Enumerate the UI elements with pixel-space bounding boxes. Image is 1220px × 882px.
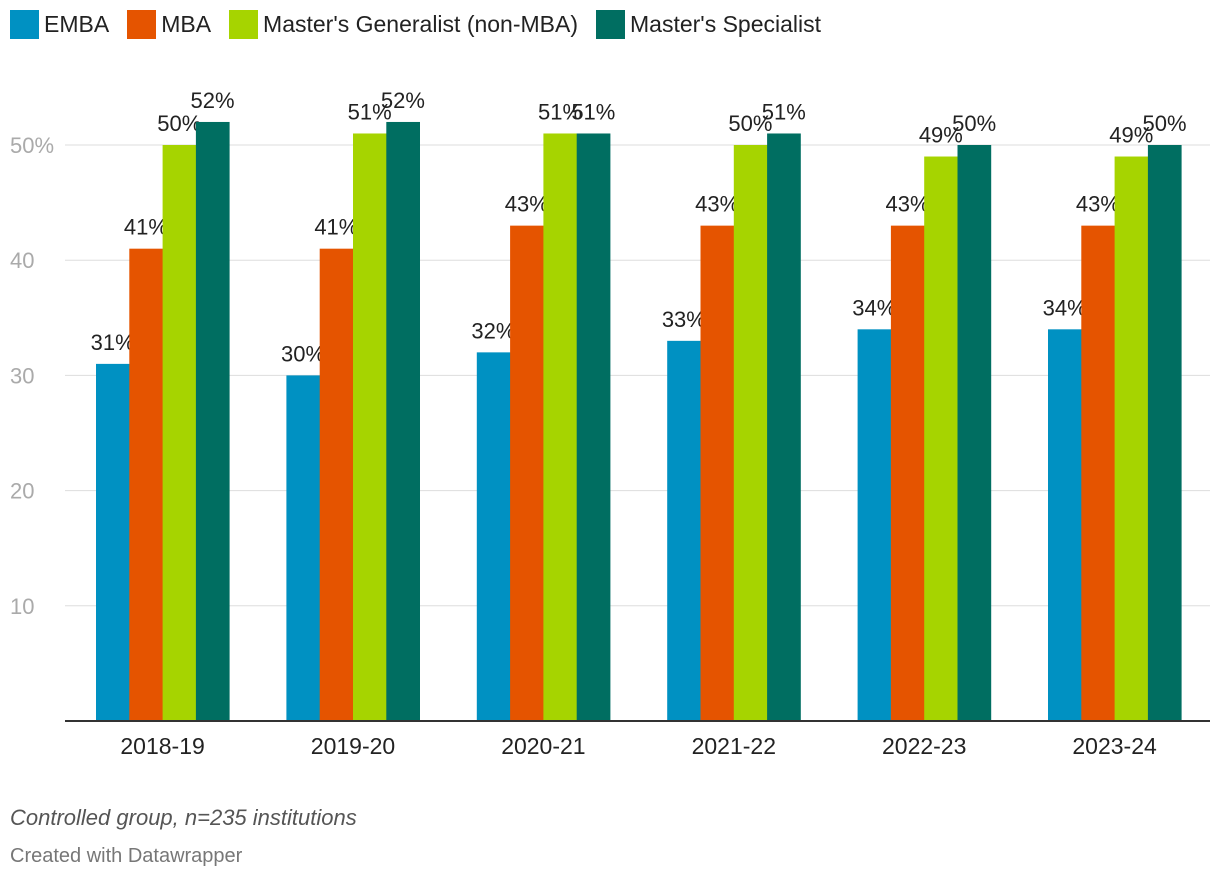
bar-2019-20-0 [286, 375, 321, 721]
x-tick-label-2018-19: 2018-19 [120, 733, 204, 759]
data-label-2020-21-1: 43% [505, 192, 549, 217]
bar-2019-20-3 [386, 121, 420, 721]
legend-label-mba: MBA [161, 11, 212, 37]
data-label-2023-24-1: 43% [1076, 192, 1120, 217]
data-label-2022-23-0: 34% [852, 295, 896, 320]
bar-2018-19-1 [129, 248, 163, 721]
bar-2018-19-0 [96, 363, 130, 721]
data-label-2020-21-2: 51% [538, 99, 582, 124]
bar-2022-23-3 [957, 145, 992, 721]
bar-2018-19-2 [162, 145, 197, 721]
bar-2022-23-2 [924, 156, 958, 721]
data-label-2022-23-3: 50% [952, 111, 996, 136]
x-tick-label-2023-24: 2023-24 [1072, 733, 1157, 759]
y-tick-label-40: 40 [10, 248, 34, 273]
x-tick-label-2021-22: 2021-22 [692, 733, 776, 759]
legend-swatch-mba [127, 10, 157, 39]
data-label-2018-19-1: 41% [124, 215, 168, 240]
bar-2022-23-0 [857, 329, 892, 721]
data-label-2018-19-2: 50% [157, 111, 201, 136]
bar-2023-24-2 [1114, 156, 1149, 721]
y-tick-label-30: 30 [10, 363, 34, 388]
y-tick-label-50: 50% [10, 133, 54, 158]
bar-2020-21-2 [543, 133, 578, 722]
bar-2019-20-1 [319, 248, 354, 721]
legend-label-masters-generalist: Master's Generalist (non-MBA) [263, 11, 579, 37]
bar-2023-24-1 [1081, 225, 1115, 721]
data-label-2023-24-2: 49% [1109, 123, 1153, 148]
data-label-2021-22-3: 51% [762, 99, 806, 124]
data-label-2023-24-0: 34% [1043, 295, 1087, 320]
bar-2021-22-1 [700, 225, 735, 721]
bar-2021-22-0 [667, 340, 701, 721]
data-label-2020-21-3: 51% [571, 99, 615, 124]
bar-2020-21-1 [510, 225, 544, 721]
bar-chart: 1020304050%31%41%50%52%2018-1930%41%51%5… [10, 88, 1210, 759]
legend-label-emba: EMBA [44, 11, 110, 37]
legend-item-emba: EMBA [10, 10, 109, 39]
bar-2023-24-3 [1147, 145, 1182, 721]
legend-item-masters-generalist: Master's Generalist (non-MBA) [229, 10, 578, 39]
data-label-2019-20-2: 51% [348, 99, 392, 124]
data-label-2019-20-0: 30% [281, 341, 325, 366]
bar-2020-21-0 [476, 352, 511, 721]
legend-swatch-masters-generalist [229, 10, 259, 39]
bar-2021-22-2 [733, 145, 768, 721]
data-label-2019-20-3: 52% [381, 88, 425, 113]
legend-item-masters-specialist: Master's Specialist [596, 10, 821, 39]
bar-2018-19-3 [195, 121, 230, 721]
data-label-2022-23-2: 49% [919, 123, 963, 148]
data-label-2021-22-1: 43% [695, 192, 739, 217]
bar-2022-23-1 [890, 225, 925, 721]
legend-swatch-emba [10, 10, 39, 39]
chart-notes: Controlled group, n=235 institutions [10, 805, 357, 830]
bar-2023-24-0 [1048, 329, 1082, 721]
chart-legend: EMBA MBA Master's Generalist (non-MBA) M… [10, 10, 839, 39]
bar-2019-20-2 [353, 133, 387, 722]
y-tick-label-20: 20 [10, 479, 34, 504]
x-tick-label-2020-21: 2020-21 [501, 733, 585, 759]
data-label-2020-21-0: 32% [471, 318, 515, 343]
data-label-2022-23-1: 43% [886, 192, 930, 217]
legend-swatch-masters-specialist [596, 10, 626, 39]
chart-credit: Created with Datawrapper [10, 845, 243, 867]
x-tick-label-2022-23: 2022-23 [882, 733, 966, 759]
data-label-2021-22-2: 50% [728, 111, 772, 136]
x-tick-label-2019-20: 2019-20 [311, 733, 395, 759]
legend-item-mba: MBA [127, 10, 211, 39]
data-label-2023-24-3: 50% [1143, 111, 1187, 136]
y-tick-label-10: 10 [10, 594, 34, 619]
bar-2020-21-3 [576, 133, 611, 722]
data-label-2019-20-1: 41% [314, 215, 358, 240]
data-label-2018-19-0: 31% [91, 330, 135, 355]
data-label-2021-22-0: 33% [662, 307, 706, 332]
bar-2021-22-3 [767, 133, 801, 722]
data-label-2018-19-3: 52% [191, 88, 235, 113]
legend-label-masters-specialist: Master's Specialist [630, 11, 822, 37]
